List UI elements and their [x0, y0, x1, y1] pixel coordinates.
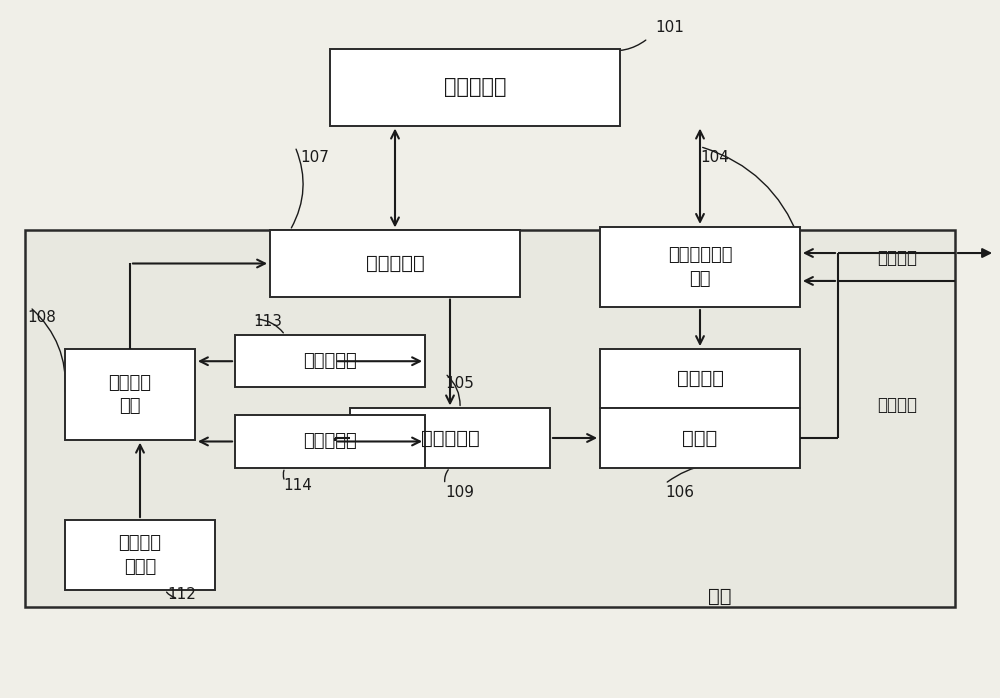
- Text: 电压互感器: 电压互感器: [303, 352, 357, 370]
- Text: 112: 112: [168, 587, 196, 602]
- Text: 循环风扇: 循环风扇: [676, 369, 724, 388]
- Text: 可编程逻辑控
制器: 可编程逻辑控 制器: [668, 246, 732, 288]
- Text: 113: 113: [254, 313, 283, 329]
- FancyBboxPatch shape: [600, 408, 800, 468]
- Text: 温度控制器: 温度控制器: [366, 254, 424, 273]
- FancyBboxPatch shape: [235, 415, 425, 468]
- Text: 105: 105: [446, 376, 474, 392]
- FancyBboxPatch shape: [235, 335, 425, 387]
- Text: 108: 108: [28, 310, 56, 325]
- FancyBboxPatch shape: [25, 230, 955, 607]
- Text: 107: 107: [301, 149, 329, 165]
- Text: 114: 114: [284, 477, 312, 493]
- Text: 控制温度
传感器: 控制温度 传感器: [119, 534, 162, 576]
- FancyBboxPatch shape: [600, 227, 800, 307]
- Text: 加热器: 加热器: [682, 429, 718, 447]
- Text: 过流检测: 过流检测: [877, 396, 917, 414]
- Text: 主控计算机: 主控计算机: [444, 77, 506, 97]
- Text: 106: 106: [666, 484, 694, 500]
- FancyBboxPatch shape: [350, 408, 550, 468]
- Text: 104: 104: [701, 149, 729, 165]
- Text: 101: 101: [656, 20, 684, 36]
- FancyBboxPatch shape: [270, 230, 520, 297]
- Text: 车厢: 车厢: [708, 587, 732, 607]
- Text: 109: 109: [446, 484, 475, 500]
- Text: 超温检测: 超温检测: [877, 249, 917, 267]
- Text: 数据采集
模块: 数据采集 模块: [108, 373, 152, 415]
- FancyBboxPatch shape: [330, 49, 620, 126]
- Text: 功率调节器: 功率调节器: [421, 429, 479, 447]
- FancyBboxPatch shape: [600, 349, 800, 408]
- FancyBboxPatch shape: [65, 349, 195, 440]
- FancyBboxPatch shape: [65, 520, 215, 590]
- Text: 电流互感器: 电流互感器: [303, 433, 357, 450]
